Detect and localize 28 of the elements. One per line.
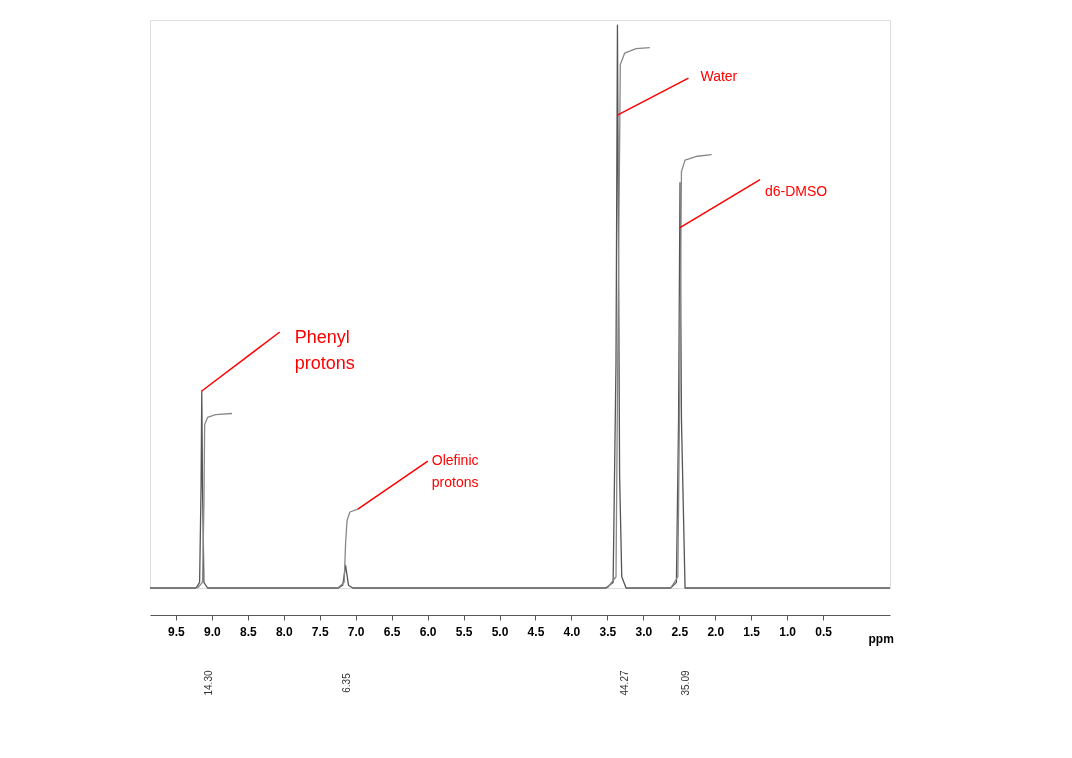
x-tick-label: 1.0 [779, 624, 797, 639]
annotation: Olefinic protons [431, 452, 479, 491]
x-tick-label: 3.5 [599, 624, 617, 639]
text: 6.35 [341, 672, 353, 693]
x-tick-label: 2.5 [671, 624, 689, 639]
x-tick-label: 7.0 [347, 624, 365, 639]
x-tick-label: 4.5 [527, 624, 545, 639]
x-tick-label: 3.0 [635, 624, 653, 639]
x-axis-title: ppm [868, 631, 894, 646]
x-tick-label: 0.5 [815, 624, 833, 639]
x-tick-label: 6.0 [419, 624, 437, 639]
x-tick-label: 8.0 [275, 624, 293, 639]
x-tick-label: 8.5 [239, 624, 257, 639]
x-tick-label: 9.0 [204, 624, 222, 639]
annotation: d6-DMSO [765, 182, 828, 199]
x-tick-label: 1.5 [743, 624, 761, 639]
annotation: Water [700, 68, 738, 85]
x-tick-label: 7.5 [311, 624, 329, 639]
x-tick-label: 4.0 [563, 624, 581, 639]
x-tick-label: 5.5 [455, 624, 473, 639]
text: 44.27 [618, 670, 630, 696]
x-tick-label: 2.0 [707, 624, 725, 639]
x-tick-label: 5.0 [491, 624, 509, 639]
annotation: Phenyl protons [294, 326, 355, 373]
x-tick-label: 6.5 [383, 624, 401, 639]
text: 14.30 [203, 670, 215, 696]
x-tick-label: 9.5 [168, 624, 186, 639]
text: 35.09 [680, 670, 692, 696]
